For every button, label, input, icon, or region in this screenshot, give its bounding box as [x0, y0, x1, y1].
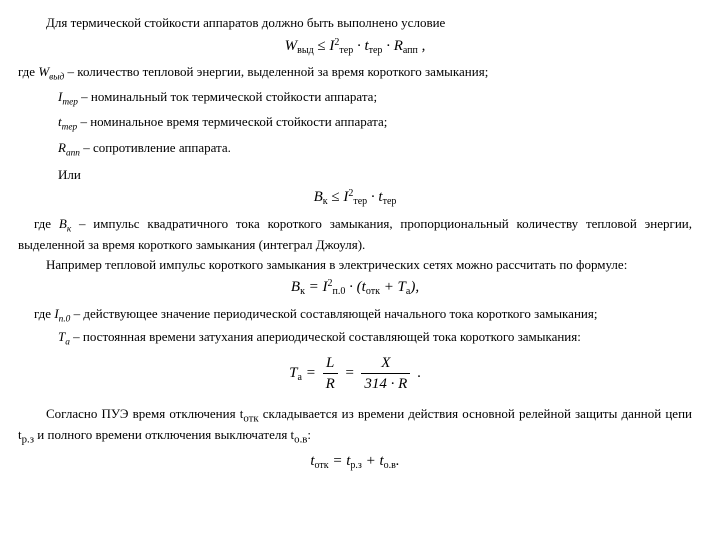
- where-r-app: Rапп – сопротивление аппарата.: [18, 139, 692, 160]
- equation-1-content: Wвыд ≤ I2тер · tтер · Rапп ,: [285, 38, 426, 54]
- where-bk: где Bк – импульс квадратичного тока коро…: [18, 215, 692, 254]
- equation-5-content: tотк = tр.з + tо.в.: [310, 453, 399, 469]
- sym-i-ter: Iтер: [58, 89, 78, 104]
- sym-ta: Tа: [58, 329, 70, 344]
- heat-paragraph: Например тепловой импульс короткого замы…: [18, 256, 692, 274]
- equation-3: Bк = I2п.0 · (tотк + Tа),: [18, 277, 692, 299]
- equation-4: Tа = L R = X 314 · R .: [18, 353, 692, 395]
- document-page: Для термической стойкости аппаратов долж…: [0, 0, 720, 540]
- where-w-vyd: где Wвыд – количество тепловой энергии, …: [18, 63, 692, 84]
- sym-t-ter: tтер: [58, 114, 77, 129]
- equation-3-content: Bк = I2п.0 · (tотк + Tа),: [291, 279, 419, 295]
- def-t-ter: – номинальное время термической стойкост…: [80, 114, 387, 129]
- fraction-2: X 314 · R: [361, 353, 410, 395]
- where-label-2: где: [34, 216, 59, 231]
- equation-2: Bк ≤ I2тер · tтер: [18, 187, 692, 209]
- def-w-vyd: – количество тепловой энергии, выделенно…: [68, 64, 489, 79]
- sym-w-vyd: Wвыд: [38, 64, 64, 79]
- equation-4-content: Tа = L R = X 314 · R .: [289, 365, 421, 381]
- def-r-app: – сопротивление аппарата.: [83, 140, 231, 155]
- equation-5: tотк = tр.з + tо.в.: [18, 451, 692, 473]
- sym-ipo: Iп.0: [54, 306, 70, 321]
- def-ipo: – действующее значение периодической сос…: [70, 306, 597, 321]
- sym-bk: Bк: [59, 216, 71, 231]
- equation-1: Wвыд ≤ I2тер · tтер · Rапп ,: [18, 36, 692, 58]
- pue-paragraph: Согласно ПУЭ время отключения tотк склад…: [18, 405, 692, 447]
- where-label-3: где: [34, 306, 54, 321]
- or-label: Или: [18, 166, 692, 184]
- def-i-ter: – номинальный ток термической стойкости …: [81, 89, 377, 104]
- sym-r-app: Rапп: [58, 140, 80, 155]
- where-label: где: [18, 64, 35, 79]
- def-bk: – импульс квадратичного тока короткого з…: [18, 216, 692, 252]
- where-ta: Tа – постоянная времени затухания аперио…: [18, 328, 692, 349]
- fraction-1: L R: [323, 353, 338, 395]
- intro-paragraph: Для термической стойкости аппаратов долж…: [18, 14, 692, 32]
- def-ta: – постоянная времени затухания апериодич…: [73, 329, 581, 344]
- equation-2-content: Bк ≤ I2тер · tтер: [314, 189, 397, 205]
- where-i-ter: Iтер – номинальный ток термической стойк…: [18, 88, 692, 109]
- where-t-ter: tтер – номинальное время термической сто…: [18, 113, 692, 134]
- where-ipo: где Iп.0 – действующее значение периодич…: [18, 305, 692, 326]
